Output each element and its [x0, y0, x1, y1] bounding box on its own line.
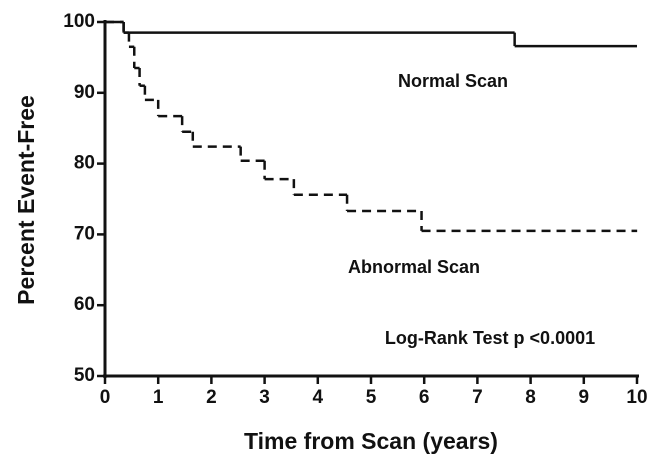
y-tick-label: 80 — [74, 153, 95, 174]
x-axis-title: Time from Scan (years) — [244, 428, 498, 454]
x-tick-label: 2 — [206, 387, 217, 408]
x-tick-label: 6 — [419, 387, 430, 408]
y-tick-label: 100 — [63, 11, 95, 32]
x-tick-label: 4 — [313, 387, 324, 408]
y-tick-label: 50 — [74, 365, 95, 386]
x-tick-label: 3 — [259, 387, 270, 408]
x-tick-label: 7 — [472, 387, 483, 408]
y-tick-label: 60 — [74, 294, 95, 315]
series-label: Normal Scan — [398, 71, 508, 91]
x-tick-label: 10 — [626, 387, 647, 408]
x-tick-label: 0 — [100, 387, 111, 408]
annotation: Log-Rank Test p <0.0001 — [385, 328, 595, 348]
x-tick-label: 9 — [579, 387, 590, 408]
x-tick-label: 5 — [366, 387, 377, 408]
y-tick-label: 70 — [74, 223, 95, 244]
x-tick-label: 8 — [525, 387, 536, 408]
y-tick-label: 90 — [74, 82, 95, 103]
y-axis-title: Percent Event-Free — [13, 95, 39, 305]
x-tick-label: 1 — [153, 387, 164, 408]
series-label: Abnormal Scan — [348, 257, 480, 277]
